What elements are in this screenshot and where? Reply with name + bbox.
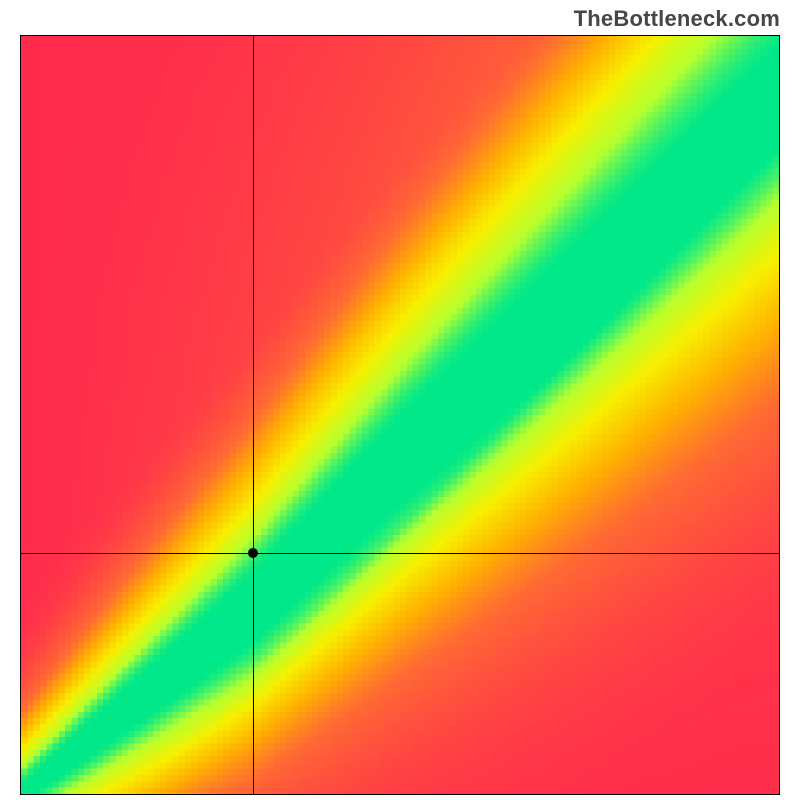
- heatmap-canvas: [21, 36, 779, 794]
- chart-container: TheBottleneck.com: [0, 0, 800, 800]
- watermark-text: TheBottleneck.com: [574, 6, 780, 32]
- crosshair-horizontal: [21, 553, 779, 554]
- plot-area: [20, 35, 780, 795]
- point-marker: [248, 548, 258, 558]
- crosshair-vertical: [253, 36, 254, 794]
